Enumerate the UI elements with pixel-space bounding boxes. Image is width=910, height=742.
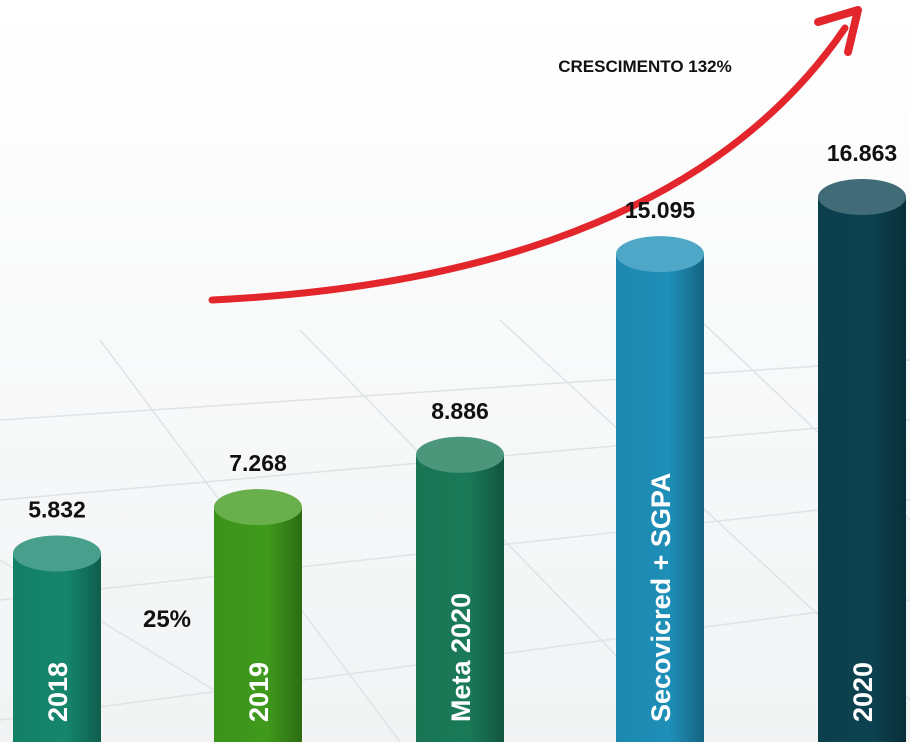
arrow-head	[814, 6, 862, 56]
growth-annotation: CRESCIMENTO 132%	[558, 57, 732, 76]
bar-top-highlight	[818, 179, 906, 215]
value-label: 15.095	[625, 197, 696, 223]
category-label: Meta 2020	[446, 593, 476, 722]
value-label: 5.832	[28, 497, 86, 523]
value-label: 7.268	[229, 450, 287, 476]
bar-shade	[13, 553, 101, 742]
value-label: 8.886	[431, 398, 489, 424]
bar-shade	[616, 254, 704, 742]
bar-top	[214, 489, 302, 526]
growth-arrow	[208, 24, 849, 304]
bar-top	[616, 236, 704, 273]
bar-shade	[818, 197, 906, 742]
bar-shade	[214, 507, 302, 742]
category-label: 2019	[244, 662, 274, 722]
bar-top-highlight	[214, 489, 302, 526]
bar-top-highlight	[416, 436, 504, 473]
bar-top-highlight	[616, 236, 704, 273]
percent-annotation: 25%	[143, 606, 191, 633]
bar-top	[13, 535, 101, 572]
category-label: 2018	[43, 662, 73, 722]
bar-shade	[416, 454, 504, 742]
bar-top	[818, 179, 906, 215]
value-label: 16.863	[827, 140, 897, 166]
bar-top-highlight	[13, 535, 101, 572]
bar-top	[416, 436, 504, 473]
category-label: Secovicred + SGPA	[646, 473, 676, 722]
category-label: 2020	[848, 662, 878, 722]
